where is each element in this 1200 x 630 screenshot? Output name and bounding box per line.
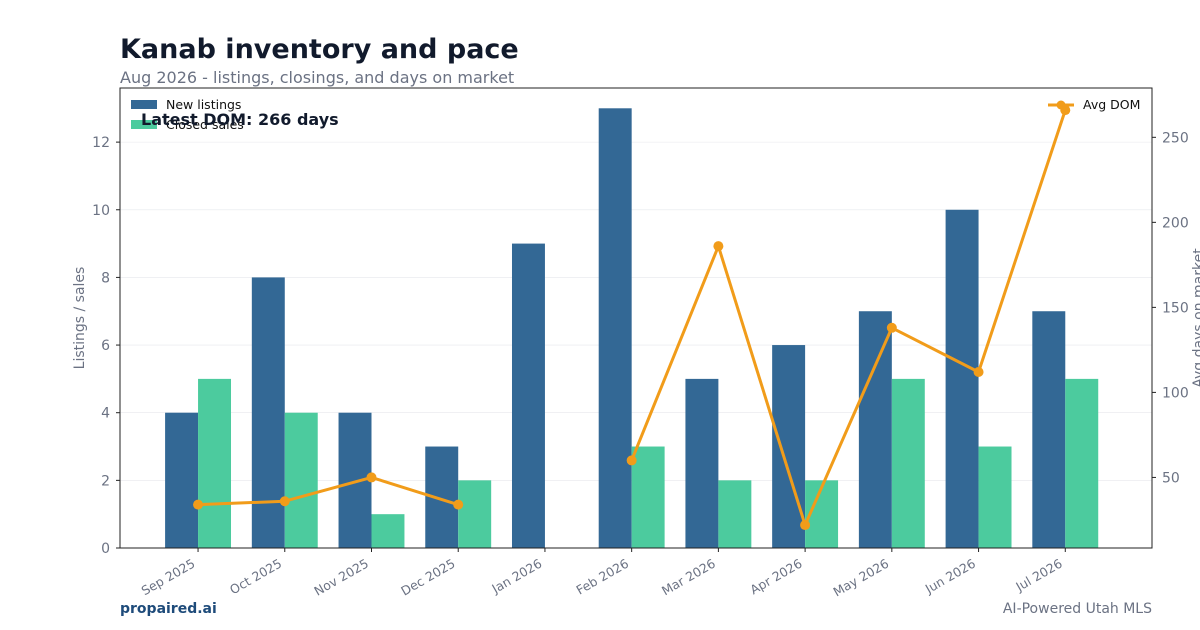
bar-closed-sales <box>198 378 232 548</box>
bar-closed-sales <box>284 412 318 548</box>
ytick-label: 4 <box>101 406 110 422</box>
xtick-label: Nov 2025 <box>311 556 371 599</box>
bar-new-listings <box>598 108 632 548</box>
bar-closed-sales <box>371 514 405 548</box>
point-avg-dom <box>193 499 204 510</box>
point-avg-dom <box>366 472 377 483</box>
y2tick-label: 200 <box>1162 215 1189 231</box>
bar-closed-sales <box>891 378 925 548</box>
bar-closed-sales <box>1065 378 1099 548</box>
y2tick-label: 50 <box>1162 470 1180 486</box>
xtick-label: Feb 2026 <box>574 556 632 598</box>
ytick-label: 12 <box>92 135 110 151</box>
latest-dom-annotation: Latest DOM: 266 days <box>141 110 339 129</box>
bar-new-listings <box>1032 311 1066 548</box>
point-avg-dom <box>800 520 811 531</box>
xtick-label: Sep 2025 <box>139 556 198 599</box>
series-line-avg-dom <box>197 475 459 507</box>
bar-new-listings <box>858 311 892 548</box>
point-avg-dom <box>279 496 290 507</box>
series-line-avg-dom <box>630 109 1067 527</box>
legend-marker-avg-dom <box>1056 100 1066 110</box>
bar-closed-sales <box>458 480 492 548</box>
bar-new-listings <box>165 412 199 548</box>
xtick-label: Oct 2025 <box>227 556 284 598</box>
xtick-label: Jul 2026 <box>1012 556 1064 595</box>
legend-label-new-listings: New listings <box>166 97 241 112</box>
ytick-label: 0 <box>101 541 110 557</box>
bar-new-listings <box>338 412 372 548</box>
xtick-label: Jun 2026 <box>922 556 978 597</box>
point-avg-dom <box>626 455 637 466</box>
legend-label-avg-dom: Avg DOM <box>1083 97 1140 112</box>
xtick-label: Apr 2026 <box>747 556 804 598</box>
bar-closed-sales <box>718 480 752 548</box>
legend-label-closed-sales: Closed sales <box>166 117 244 132</box>
ytick-label: 10 <box>92 203 110 219</box>
chart-subtitle: Aug 2026 - listings, closings, and days … <box>120 68 515 87</box>
bar-new-listings <box>251 277 285 548</box>
bar-closed-sales <box>631 446 665 548</box>
bar-new-listings <box>772 345 806 548</box>
ytick-label: 2 <box>101 473 110 489</box>
brand-label: propaired.ai <box>120 601 217 617</box>
plot-frame <box>119 87 1153 549</box>
legend-swatch-new-listings <box>131 100 157 109</box>
ytick-label: 8 <box>101 270 110 286</box>
combo-chart: 0 2 4 6 8 10 12 50 100 150 200 250 Sep 2025 Oct 2025 N… <box>72 87 1200 600</box>
point-avg-dom <box>453 499 464 510</box>
bar-closed-sales <box>978 446 1012 548</box>
y2tick-label: 150 <box>1162 300 1189 316</box>
y2-axis-label: Avg days on market <box>1191 248 1200 388</box>
xtick-label: Jan 2026 <box>488 556 544 597</box>
ytick-label: 6 <box>101 338 110 354</box>
y2tick-label: 250 <box>1162 130 1189 146</box>
y-axis-label: Listings / sales <box>72 267 88 370</box>
y2tick-label: 100 <box>1162 385 1189 401</box>
xtick-label: Mar 2026 <box>659 556 718 599</box>
xtick-label: Dec 2025 <box>398 556 457 599</box>
chart-title: Kanab inventory and pace <box>120 34 519 65</box>
legend-swatch-closed-sales <box>131 120 157 129</box>
bar-new-listings <box>945 209 979 548</box>
point-avg-dom <box>886 322 897 333</box>
bar-new-listings <box>511 243 545 548</box>
bar-new-listings <box>685 378 719 548</box>
xtick-label: May 2026 <box>830 556 891 600</box>
point-avg-dom <box>713 241 724 252</box>
tagline-label: AI-Powered Utah MLS <box>1002 601 1152 617</box>
point-avg-dom <box>973 366 984 377</box>
